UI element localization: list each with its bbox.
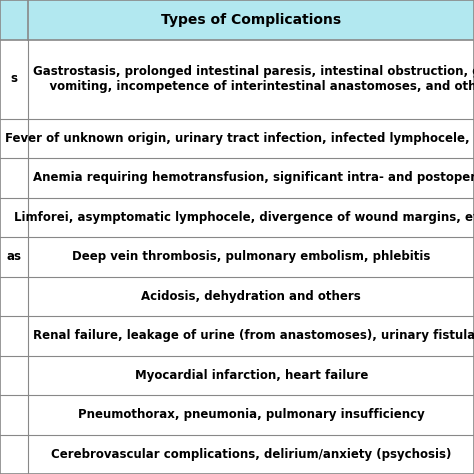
Text: Renal failure, leakage of urine (from anastomoses), urinary fistulas, urinary re: Renal failure, leakage of urine (from an… xyxy=(33,329,474,342)
Bar xyxy=(0,356,474,395)
Text: as: as xyxy=(7,250,22,263)
Bar xyxy=(0,158,474,198)
Text: Anemia requiring hemotransfusion, significant intra- and postoperative bleeding: Anemia requiring hemotransfusion, signif… xyxy=(33,171,474,184)
Bar xyxy=(0,395,474,435)
Text: Acidosis, dehydration and others: Acidosis, dehydration and others xyxy=(141,290,361,303)
Text: Fever of unknown origin, urinary tract infection, infected lymphocele, sep: Fever of unknown origin, urinary tract i… xyxy=(5,132,474,145)
Text: Cerebrovascular complications, delirium/anxiety (psychosis): Cerebrovascular complications, delirium/… xyxy=(51,448,451,461)
Text: Limforei, asymptomatic lymphocele, divergence of wound margins, eve: Limforei, asymptomatic lymphocele, diver… xyxy=(14,211,474,224)
Text: Pneumothorax, pneumonia, pulmonary insufficiency: Pneumothorax, pneumonia, pulmonary insuf… xyxy=(78,408,425,421)
Bar xyxy=(0,237,474,276)
Text: Myocardial infarction, heart failure: Myocardial infarction, heart failure xyxy=(135,369,368,382)
Text: Deep vein thrombosis, pulmonary embolism, phlebitis: Deep vein thrombosis, pulmonary embolism… xyxy=(72,250,430,263)
Text: s: s xyxy=(11,73,18,85)
Bar xyxy=(0,198,474,237)
Text: Gastrostasis, prolonged intestinal paresis, intestinal obstruction, gastrointest: Gastrostasis, prolonged intestinal pares… xyxy=(33,65,474,93)
Bar xyxy=(0,0,474,39)
Bar xyxy=(0,316,474,356)
Bar xyxy=(0,435,474,474)
Text: Types of Complications: Types of Complications xyxy=(161,13,341,27)
Bar xyxy=(0,276,474,316)
Bar xyxy=(0,118,474,158)
Bar xyxy=(0,39,474,118)
